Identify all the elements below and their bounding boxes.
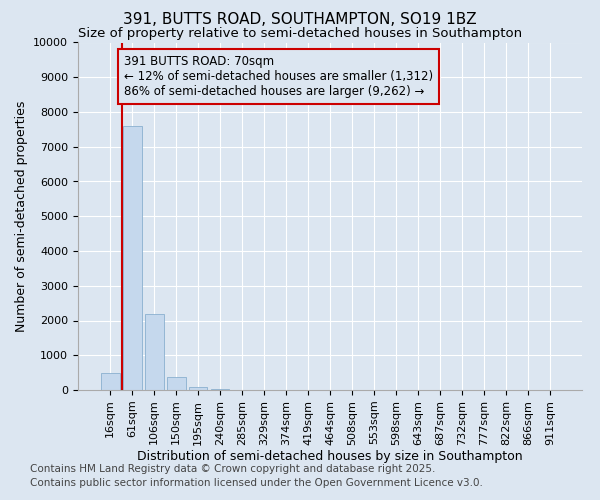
Text: Contains HM Land Registry data © Crown copyright and database right 2025.
Contai: Contains HM Land Registry data © Crown c… <box>30 464 483 487</box>
Text: 391 BUTTS ROAD: 70sqm
← 12% of semi-detached houses are smaller (1,312)
86% of s: 391 BUTTS ROAD: 70sqm ← 12% of semi-deta… <box>124 54 433 98</box>
Text: 391, BUTTS ROAD, SOUTHAMPTON, SO19 1BZ: 391, BUTTS ROAD, SOUTHAMPTON, SO19 1BZ <box>123 12 477 28</box>
X-axis label: Distribution of semi-detached houses by size in Southampton: Distribution of semi-detached houses by … <box>137 450 523 464</box>
Y-axis label: Number of semi-detached properties: Number of semi-detached properties <box>15 100 28 332</box>
Text: Size of property relative to semi-detached houses in Southampton: Size of property relative to semi-detach… <box>78 28 522 40</box>
Bar <box>101 372 119 390</box>
Bar <box>145 314 164 390</box>
Bar <box>123 126 142 390</box>
Bar <box>167 377 185 390</box>
Bar <box>189 386 208 390</box>
